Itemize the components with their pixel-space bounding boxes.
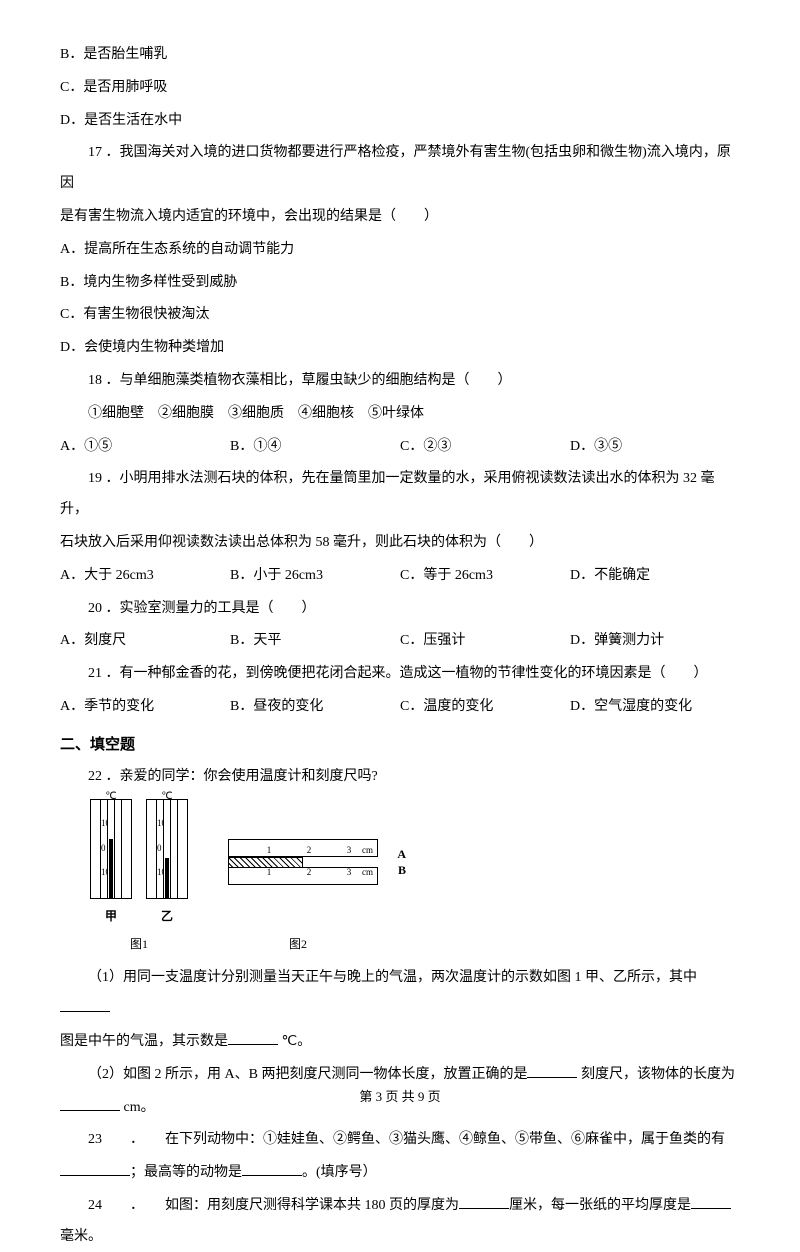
q16-opt-d: D．是否生活在水中 bbox=[60, 106, 740, 137]
q19-stem2: 石块放入后采用仰视读数法读出总体积为 58 毫升，则此石块的体积为（ ） bbox=[60, 528, 740, 559]
q18-opt-b: B．①④ bbox=[230, 432, 400, 463]
q23-b: ；最高等的动物是 bbox=[130, 1165, 242, 1180]
thermometer-jia: ℃ 10 0 10 甲 bbox=[90, 799, 132, 929]
q23-c: 。(填序号） bbox=[302, 1165, 377, 1180]
q23-stem: 23 ． 在下列动物中：①娃娃鱼、②鳄鱼、③猫头鹰、④鲸鱼、⑤带鱼、⑥麻雀中，属… bbox=[60, 1125, 740, 1156]
q20-stem: 20 ．实验室测量力的工具是（ ） bbox=[60, 594, 740, 625]
q22-p1: （1）用同一支温度计分别测量当天正午与晚上的气温，两次温度计的示数如图 1 甲、… bbox=[60, 963, 740, 1025]
q22-p2b: 刻度尺，该物体的长度为 bbox=[577, 1067, 735, 1082]
q21-options: A．季节的变化 B．昼夜的变化 C．温度的变化 D．空气湿度的变化 bbox=[60, 692, 740, 723]
q21-opt-a: A．季节的变化 bbox=[60, 692, 230, 723]
q24-c: 毫米。 bbox=[60, 1229, 102, 1244]
q18-opt-d: D．③⑤ bbox=[570, 432, 740, 463]
thermo-label-jia: 甲 bbox=[90, 903, 132, 929]
q17-stem2: 是有害生物流入境内适宜的环境中，会出现的结果是（ ） bbox=[60, 202, 740, 233]
fig1-label: 图1 bbox=[90, 931, 188, 957]
q23-cont: ；最高等的动物是 。(填序号） bbox=[60, 1158, 740, 1189]
q22-p1c: ℃。 bbox=[278, 1034, 311, 1049]
q22-p1a: （1）用同一支温度计分别测量当天正午与晚上的气温，两次温度计的示数如图 1 甲、… bbox=[88, 970, 697, 985]
blank bbox=[60, 998, 110, 1012]
blank bbox=[691, 1195, 731, 1209]
blank bbox=[228, 1031, 278, 1045]
ruler-num: 3 bbox=[347, 841, 352, 861]
q19-opt-c: C．等于 26cm3 bbox=[400, 561, 570, 592]
ruler-a: 1 2 3 cm bbox=[228, 839, 378, 857]
q16-opt-c: C．是否用肺呼吸 bbox=[60, 73, 740, 104]
q20-opt-c: C．压强计 bbox=[400, 626, 570, 657]
q18-items: ①细胞壁 ②细胞膜 ③细胞质 ④细胞核 ⑤叶绿体 bbox=[60, 399, 740, 430]
q19-opt-a: A．大于 26cm3 bbox=[60, 561, 230, 592]
figure-2: 1 2 3 cm 1 2 3 cm A B 图2 bbox=[208, 829, 388, 957]
q22-p1-cont: 图是中午的气温，其示数是 ℃。 bbox=[60, 1027, 740, 1058]
q19-options: A．大于 26cm3 B．小于 26cm3 C．等于 26cm3 D．不能确定 bbox=[60, 561, 740, 592]
q21-opt-d: D．空气湿度的变化 bbox=[570, 692, 740, 723]
q21-opt-b: B．昼夜的变化 bbox=[230, 692, 400, 723]
ruler-num: 1 bbox=[267, 863, 272, 883]
q21-opt-c: C．温度的变化 bbox=[400, 692, 570, 723]
q16-opt-b: B．是否胎生哺乳 bbox=[60, 40, 740, 71]
ruler-unit: cm bbox=[362, 863, 373, 883]
section-2-title: 二、填空题 bbox=[60, 729, 740, 762]
fig2-label: 图2 bbox=[208, 931, 388, 957]
q24-a: 24 ． 如图：用刻度尺测得科学课本共 180 页的厚度为 bbox=[88, 1198, 459, 1213]
scale-label: 10 bbox=[157, 814, 158, 834]
thermo-label-yi: 乙 bbox=[146, 903, 188, 929]
q17-opt-d: D．会使境内生物种类增加 bbox=[60, 333, 740, 364]
q20-options: A．刻度尺 B．天平 C．压强计 D．弹簧测力计 bbox=[60, 626, 740, 657]
q23-a: 23 ． 在下列动物中：①娃娃鱼、②鳄鱼、③猫头鹰、④鲸鱼、⑤带鱼、⑥麻雀中，属… bbox=[88, 1132, 725, 1147]
q17-stem: 17 ．我国海关对入境的进口货物都要进行严格检疫，严禁境外有害生物(包括虫卵和微… bbox=[60, 138, 740, 200]
scale-label: 10 bbox=[101, 863, 102, 883]
q19-opt-d: D．不能确定 bbox=[570, 561, 740, 592]
q18-opt-c: C．②③ bbox=[400, 432, 570, 463]
q20-opt-a: A．刻度尺 bbox=[60, 626, 230, 657]
blank bbox=[60, 1162, 130, 1176]
blank bbox=[459, 1195, 509, 1209]
scale-label: 0 bbox=[157, 839, 158, 859]
q20-opt-b: B．天平 bbox=[230, 626, 400, 657]
q17-opt-c: C．有害生物很快被淘汰 bbox=[60, 300, 740, 331]
figure-1: ℃ 10 0 10 甲 ℃ 10 0 10 bbox=[90, 799, 188, 958]
q18-options: A．①⑤ B．①④ C．②③ D．③⑤ bbox=[60, 432, 740, 463]
q24-b: 厘米，每一张纸的平均厚度是 bbox=[509, 1198, 691, 1213]
q17-opt-b: B．境内生物多样性受到威胁 bbox=[60, 268, 740, 299]
scale-label: 0 bbox=[101, 839, 102, 859]
q17-opt-a: A．提高所在生态系统的自动调节能力 bbox=[60, 235, 740, 266]
blank bbox=[527, 1064, 577, 1078]
q18-opt-a: A．①⑤ bbox=[60, 432, 230, 463]
scale-label: 10 bbox=[101, 814, 102, 834]
ruler-unit: cm bbox=[362, 841, 373, 861]
scale-label: 10 bbox=[157, 863, 158, 883]
q18-stem: 18 ．与单细胞藻类植物衣藻相比，草履虫缺少的细胞结构是（ ） bbox=[60, 366, 740, 397]
thermometer-yi: ℃ 10 0 10 乙 bbox=[146, 799, 188, 929]
q19-opt-b: B．小于 26cm3 bbox=[230, 561, 400, 592]
q22-p2a: （2）如图 2 所示，用 A、B 两把刻度尺测同一物体长度，放置正确的是 bbox=[88, 1067, 527, 1082]
q21-stem: 21 ．有一种郁金香的花，到傍晚便把花闭合起来。造成这一植物的节律性变化的环境因… bbox=[60, 659, 740, 690]
ruler-label-b: B bbox=[398, 857, 406, 883]
ruler-b: 1 2 3 cm bbox=[228, 867, 378, 885]
q22-figure: ℃ 10 0 10 甲 ℃ 10 0 10 bbox=[90, 799, 740, 958]
q20-opt-d: D．弹簧测力计 bbox=[570, 626, 740, 657]
q19-stem: 19 ．小明用排水法测石块的体积，先在量筒里加一定数量的水，采用俯视读数法读出水… bbox=[60, 464, 740, 526]
page-footer: 第 3 页 共 9 页 bbox=[0, 1083, 800, 1112]
ruler-num: 3 bbox=[347, 863, 352, 883]
ruler-num: 2 bbox=[307, 841, 312, 861]
q24-stem: 24 ． 如图：用刻度尺测得科学课本共 180 页的厚度为 厘米，每一张纸的平均厚… bbox=[60, 1191, 740, 1252]
blank bbox=[242, 1162, 302, 1176]
q22-p1b: 图是中午的气温，其示数是 bbox=[60, 1034, 228, 1049]
ruler-num: 2 bbox=[307, 863, 312, 883]
